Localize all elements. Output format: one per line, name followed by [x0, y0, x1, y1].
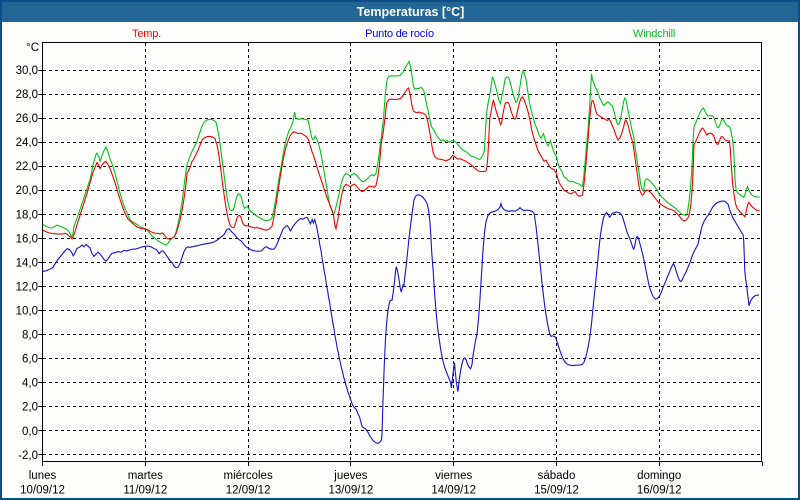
svg-text:16/09/12: 16/09/12: [637, 485, 682, 497]
svg-text:0,0: 0,0: [22, 426, 38, 438]
svg-text:sábado: sábado: [538, 470, 576, 482]
svg-text:2,0: 2,0: [22, 402, 38, 414]
svg-text:20,0: 20,0: [16, 185, 38, 197]
svg-text:16,0: 16,0: [16, 233, 38, 245]
svg-text:-2,0: -2,0: [18, 450, 38, 462]
svg-text:11/09/12: 11/09/12: [123, 485, 167, 497]
svg-text:domingo: domingo: [637, 470, 681, 482]
svg-text:8,0: 8,0: [22, 330, 38, 342]
svg-text:22,0: 22,0: [16, 161, 38, 173]
svg-text:13/09/12: 13/09/12: [329, 485, 374, 497]
svg-text:miércoles: miércoles: [223, 470, 272, 482]
svg-text:10,0: 10,0: [16, 306, 38, 318]
svg-text:24,0: 24,0: [16, 137, 38, 149]
svg-text:viernes: viernes: [435, 470, 472, 482]
svg-text:14/09/12: 14/09/12: [431, 485, 476, 497]
svg-text:jueves: jueves: [333, 470, 367, 482]
svg-text:martes: martes: [128, 470, 163, 482]
svg-text:28,0: 28,0: [16, 89, 38, 101]
svg-text:12/09/12: 12/09/12: [226, 485, 271, 497]
svg-text:6,0: 6,0: [22, 354, 38, 366]
svg-text:°C: °C: [26, 42, 39, 54]
svg-text:18,0: 18,0: [16, 209, 38, 221]
svg-text:lunes: lunes: [29, 470, 57, 482]
svg-text:30,0: 30,0: [16, 65, 38, 77]
svg-text:15/09/12: 15/09/12: [534, 485, 579, 497]
svg-text:10/09/12: 10/09/12: [20, 485, 65, 497]
svg-text:26,0: 26,0: [16, 113, 38, 125]
svg-text:12,0: 12,0: [16, 282, 38, 294]
svg-text:14,0: 14,0: [16, 257, 38, 269]
svg-text:4,0: 4,0: [22, 378, 38, 390]
